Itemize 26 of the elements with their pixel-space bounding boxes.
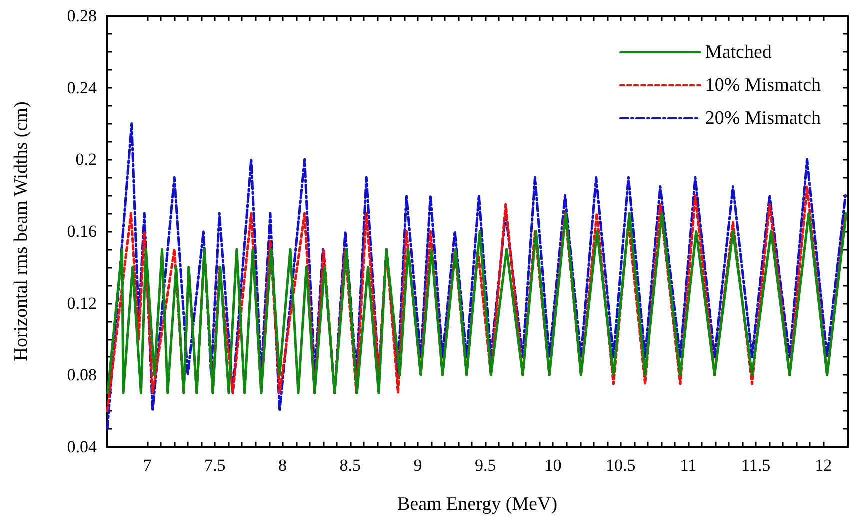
line-series [106,212,848,394]
y-tick-label: 0.24 [67,78,98,98]
y-axis-title: Horizontal rms beam Widths (cm) [11,102,32,362]
y-tick-label: 0.04 [67,438,98,456]
legend-label: Matched [705,42,772,63]
x-tick-label: 11.5 [741,456,771,475]
y-tick-label: 0.28 [67,6,97,26]
x-tick-label: 11 [680,456,697,475]
y-tick-label: 0.08 [67,366,97,385]
x-tick-label: 9.5 [474,456,496,475]
x-tick-label: 12 [815,456,832,475]
line-series [106,185,847,412]
x-tick-label: 10.5 [606,456,636,475]
y-tick-label: 0.16 [67,222,97,241]
x-tick-label: 8.5 [340,456,362,475]
x-tick-label: 7 [143,456,152,475]
x-tick-label: 8 [278,456,288,475]
x-tick-label: 10 [544,456,562,475]
y-tick-label: 0.12 [67,294,97,313]
legend-label: 10% Mismatch [705,75,822,96]
legend-label: 20% Mismatch [705,108,822,129]
y-tick-label: 0.2 [76,150,97,170]
line-series [106,122,847,430]
x-axis-title: Beam Energy (MeV) [397,494,558,515]
x-tick-label: 9 [414,456,422,475]
x-tick-label: 7.5 [204,456,226,475]
